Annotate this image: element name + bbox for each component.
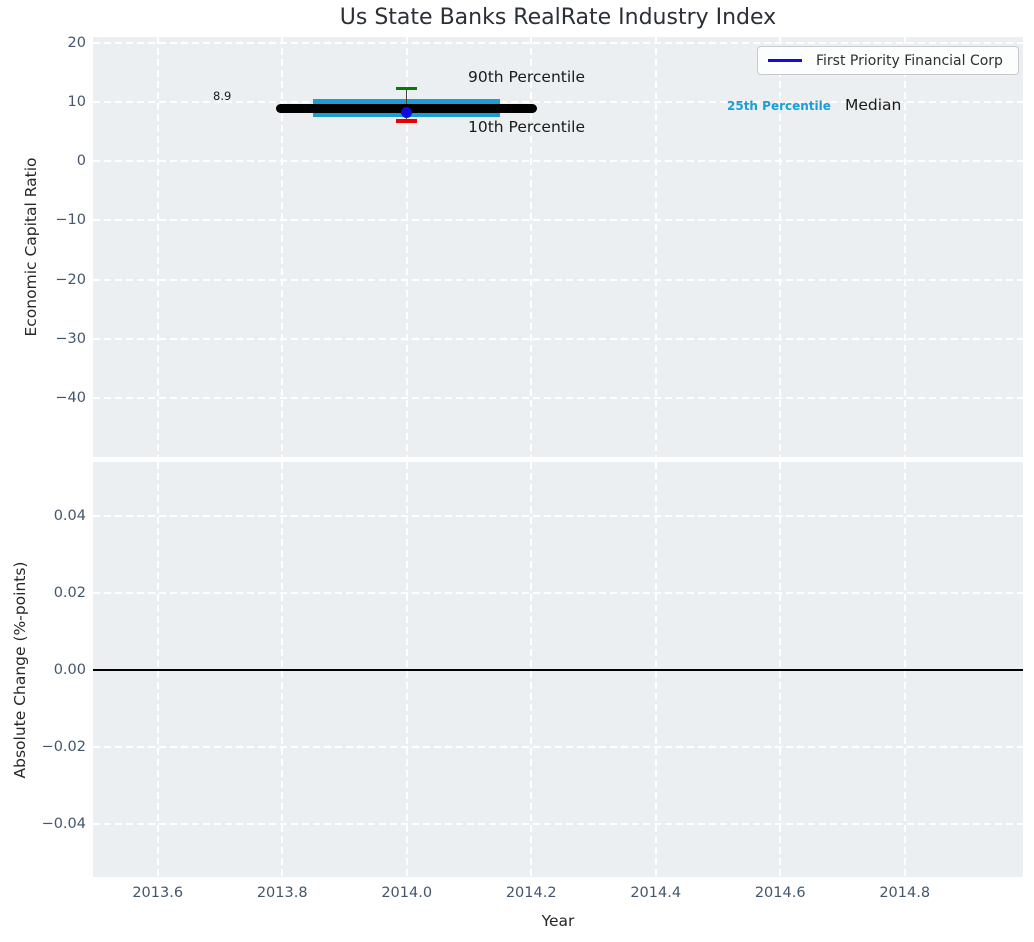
x-gridline xyxy=(903,462,906,877)
y-gridline xyxy=(93,822,1023,825)
x-tick-label: 2013.6 xyxy=(132,885,184,901)
x-gridline xyxy=(281,37,284,457)
p90-cap xyxy=(396,86,418,91)
y-gridline xyxy=(93,160,1023,163)
x-gridline xyxy=(405,37,408,457)
company-data-point xyxy=(401,106,413,118)
legend-line-swatch xyxy=(768,59,802,62)
annotation-25th-percentile: 25th Percentile xyxy=(727,99,831,113)
y-tick-label: 0 xyxy=(76,153,86,170)
y-tick-label: 10 xyxy=(67,94,86,111)
annotation-90th-percentile: 90th Percentile xyxy=(468,68,586,86)
x-gridline xyxy=(281,462,284,877)
y-tick-label: −30 xyxy=(55,330,86,347)
y-gridline xyxy=(93,41,1023,44)
x-gridline xyxy=(405,462,408,877)
y-gridline xyxy=(93,514,1023,517)
y-tick-label: −0.02 xyxy=(41,738,86,755)
annotation-10th-percentile: 10th Percentile xyxy=(468,118,586,136)
x-gridline xyxy=(530,37,533,457)
y-tick-label: 20 xyxy=(67,34,86,51)
y-gridline xyxy=(93,396,1023,399)
p10-cap xyxy=(396,119,418,123)
y-gridline xyxy=(93,219,1023,222)
x-gridline xyxy=(779,462,782,877)
chart-title: Us State Banks RealRate Industry Index xyxy=(339,5,777,30)
x-gridline xyxy=(654,37,657,457)
x-tick-label: 2014.6 xyxy=(754,885,806,901)
x-tick-label: 2014.0 xyxy=(381,885,433,901)
y-tick-label: −10 xyxy=(55,212,86,229)
y-gridline xyxy=(93,745,1023,748)
annotation-median: Median xyxy=(845,96,902,114)
zero-line xyxy=(93,668,1023,671)
y-gridline xyxy=(93,337,1023,340)
y-tick-label: −40 xyxy=(55,389,86,406)
x-gridline xyxy=(156,462,159,877)
x-tick-label: 2014.4 xyxy=(630,885,682,901)
y-gridline xyxy=(93,668,1023,671)
y-tick-label: 0.00 xyxy=(53,661,86,678)
x-axis-label: Year xyxy=(541,912,575,930)
y-gridline xyxy=(93,278,1023,281)
legend: First Priority Financial Corp xyxy=(757,46,1019,75)
percentile-whisker-line xyxy=(406,88,408,121)
y-axis-label-top: Economic Capital Ratio xyxy=(22,157,40,337)
percentile-band-25-75 xyxy=(313,99,501,118)
y-gridline xyxy=(93,591,1023,594)
x-tick-label: 2014.2 xyxy=(505,885,557,901)
x-gridline xyxy=(654,462,657,877)
x-gridline xyxy=(530,462,533,877)
median-line xyxy=(276,104,538,114)
legend-entry-label: First Priority Financial Corp xyxy=(816,52,1003,69)
bottom-axes-absolute-change xyxy=(93,462,1023,877)
x-gridline xyxy=(156,37,159,457)
y-tick-label: 0.04 xyxy=(53,507,86,524)
y-tick-label: 0.02 xyxy=(53,584,86,601)
y-tick-label: −0.04 xyxy=(41,815,86,832)
x-gridline xyxy=(903,37,906,457)
y-tick-label: −20 xyxy=(55,271,86,288)
x-tick-label: 2013.8 xyxy=(256,885,308,901)
median-value-label: 8.9 xyxy=(213,89,232,103)
x-tick-label: 2014.8 xyxy=(879,885,931,901)
